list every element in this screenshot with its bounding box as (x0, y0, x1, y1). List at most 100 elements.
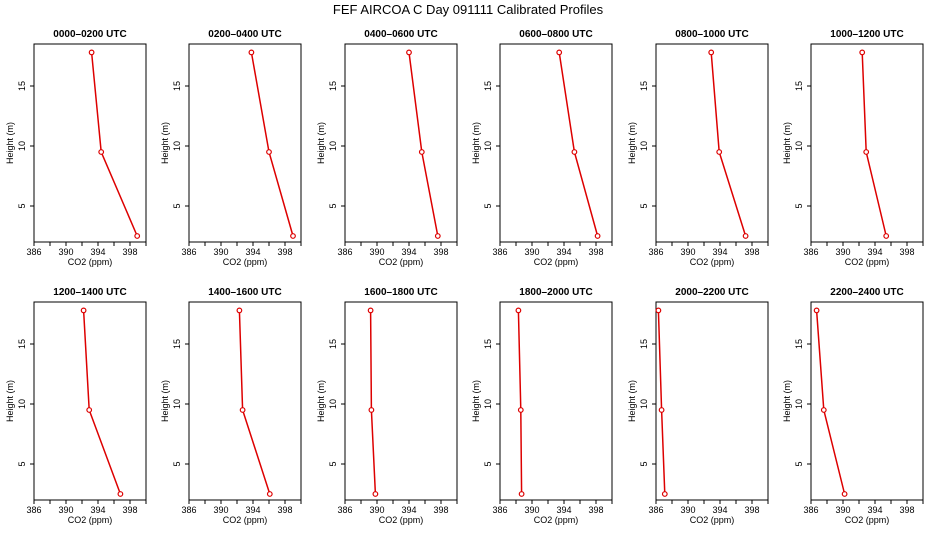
y-axis-label: Height (m) (160, 122, 170, 164)
panel-5: 0800–1000 UTC 386 390 394 398 5 10 15 CO2 (ppm) H… (627, 29, 769, 267)
figure-title: FEF AIRCOA C Day 091111 Calibrated Profi… (333, 2, 604, 17)
x-tick-label: 390 (213, 505, 228, 515)
y-axis-label: Height (m) (5, 122, 15, 164)
data-point (841, 491, 848, 497)
y-tick-label: 5 (639, 203, 649, 208)
panel-title: 0200–0400 UTC (208, 29, 281, 40)
x-axis-label: CO2 (ppm) (379, 257, 424, 267)
y-tick-label: 10 (794, 141, 804, 151)
y-tick-label: 5 (172, 203, 182, 208)
x-tick-label: 398 (277, 505, 292, 515)
x-tick-label: 394 (90, 247, 105, 257)
x-tick-label: 386 (803, 505, 818, 515)
data-point (518, 491, 525, 497)
profile-line (408, 52, 439, 237)
panel-title: 1200–1400 UTC (53, 287, 126, 298)
y-axis-label: Height (m) (316, 122, 326, 164)
y-tick-label: 10 (17, 141, 27, 151)
data-point (515, 307, 522, 314)
x-tick-label: 390 (524, 505, 539, 515)
panel-title: 1800–2000 UTC (519, 287, 592, 298)
data-point (266, 491, 273, 497)
y-tick-label: 10 (639, 399, 649, 409)
data-point (742, 233, 749, 239)
x-tick-label: 394 (401, 247, 416, 257)
panel-4: 0600–0800 UTC 386 390 394 398 5 10 15 CO2 (ppm) H… (471, 29, 613, 267)
x-tick-label: 390 (58, 247, 73, 257)
data-point (418, 149, 425, 155)
x-tick-label: 394 (245, 505, 260, 515)
y-tick-label: 10 (328, 399, 338, 409)
panel-title: 0400–0600 UTC (364, 29, 437, 40)
x-axis-label: CO2 (ppm) (223, 257, 268, 267)
x-axis-label: CO2 (ppm) (690, 515, 735, 525)
data-point (517, 407, 524, 413)
y-tick-label: 15 (483, 339, 493, 349)
profile-line (815, 310, 846, 495)
panel-12: 2200–2400 UTC 386 390 394 398 5 10 15 CO2 (ppm) H… (782, 287, 924, 525)
y-axis-label: Height (m) (5, 380, 15, 422)
plot-frame (499, 43, 613, 243)
data-point (661, 491, 668, 497)
x-tick-label: 398 (588, 247, 603, 257)
y-tick-label: 15 (172, 81, 182, 91)
y-axis-label: Height (m) (160, 380, 170, 422)
profile-line (657, 310, 666, 495)
x-tick-label: 390 (680, 247, 695, 257)
data-point (368, 407, 375, 413)
x-tick-label: 394 (245, 247, 260, 257)
x-tick-label: 386 (26, 247, 41, 257)
y-tick-label: 15 (483, 81, 493, 91)
panel-title: 2000–2200 UTC (675, 287, 748, 298)
y-tick-label: 10 (172, 141, 182, 151)
x-tick-label: 386 (648, 247, 663, 257)
data-point (571, 149, 578, 155)
y-tick-label: 5 (328, 203, 338, 208)
panel-title: 1600–1800 UTC (364, 287, 437, 298)
panel-10: 1800–2000 UTC 386 390 394 398 5 10 15 CO2 (ppm) H… (471, 287, 613, 525)
x-tick-label: 398 (899, 247, 914, 257)
x-tick-label: 390 (369, 505, 384, 515)
data-point (434, 233, 441, 239)
y-axis-label: Height (m) (471, 122, 481, 164)
y-axis-label: Height (m) (627, 380, 637, 422)
panel-1: 0000–0200 UTC 386 390 394 398 5 10 15 CO2 (ppm) H… (5, 29, 147, 267)
y-tick-label: 15 (328, 81, 338, 91)
x-tick-label: 398 (899, 505, 914, 515)
panel-6: 1000–1200 UTC 386 390 394 398 5 10 15 CO2 (ppm) H… (782, 29, 924, 267)
data-point (813, 307, 820, 314)
x-axis-label: CO2 (ppm) (845, 257, 890, 267)
x-tick-label: 398 (277, 247, 292, 257)
plot-frame (33, 43, 147, 243)
profile-line (517, 310, 523, 495)
y-tick-label: 5 (483, 203, 493, 208)
x-tick-label: 394 (867, 505, 882, 515)
data-point (859, 49, 866, 56)
plot-frame (188, 43, 302, 243)
x-tick-label: 398 (433, 247, 448, 257)
panel-8: 1400–1600 UTC 386 390 394 398 5 10 15 CO2 (ppm) H… (160, 287, 302, 525)
x-tick-label: 398 (588, 505, 603, 515)
panel-title: 1400–1600 UTC (208, 287, 281, 298)
data-point (594, 233, 601, 239)
x-tick-label: 390 (835, 247, 850, 257)
data-point (708, 49, 715, 56)
x-tick-label: 390 (369, 247, 384, 257)
x-tick-label: 394 (556, 505, 571, 515)
x-tick-label: 390 (213, 247, 228, 257)
panel-title: 0600–0800 UTC (519, 29, 592, 40)
y-tick-label: 10 (794, 399, 804, 409)
y-tick-label: 10 (483, 399, 493, 409)
data-point (248, 49, 255, 56)
plot-frame (655, 43, 769, 243)
panel-title: 2200–2400 UTC (830, 287, 903, 298)
y-axis-label: Height (m) (471, 380, 481, 422)
x-tick-label: 394 (90, 505, 105, 515)
profile-line (710, 52, 747, 237)
x-tick-label: 386 (492, 247, 507, 257)
panel-9: 1600–1800 UTC 386 390 394 398 5 10 15 CO2 (ppm) H… (316, 287, 458, 525)
y-tick-label: 10 (639, 141, 649, 151)
plot-frame (499, 301, 613, 501)
data-point (372, 491, 379, 497)
